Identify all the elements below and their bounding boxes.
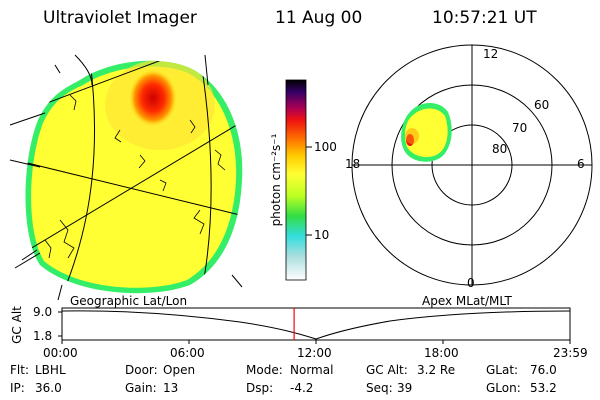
time-label-2359: 23:59 (553, 346, 588, 360)
gc-alt-value: 3.2 Re (417, 363, 456, 377)
polar-aurora (401, 103, 452, 162)
seq-value: 39 (397, 381, 413, 395)
polar-plot (351, 44, 593, 286)
mode-label: Mode: (246, 363, 283, 377)
glon-label: GLon: (486, 381, 521, 395)
mlt-label-0: 0 (467, 276, 475, 290)
altitude-curve (61, 310, 571, 340)
door-label: Door: (125, 363, 158, 377)
lat-label-80: 80 (492, 142, 508, 156)
dsp-value: -4.2 (290, 381, 314, 395)
lat-label-70: 70 (512, 121, 528, 135)
mlt-label-6: 6 (577, 157, 585, 171)
door-value: Open (163, 363, 196, 377)
time-label-0600: 06:00 (170, 346, 205, 360)
glat-value: 76.0 (530, 363, 557, 377)
mlt-label-18: 18 (345, 157, 361, 171)
glat-label: GLat: (486, 363, 519, 377)
time-label-1800: 18:00 (424, 346, 459, 360)
color-bar (285, 79, 312, 281)
colorbar-tick-10: 10 (314, 228, 330, 242)
lat-label-60: 60 (534, 98, 550, 112)
aurora-hotspot (128, 68, 178, 128)
ip-label: IP: (10, 381, 25, 395)
mode-value: Normal (290, 363, 334, 377)
ip-value: 36.0 (35, 381, 62, 395)
time-label-1200: 12:00 (297, 346, 332, 360)
alt-tick-9: 9.0 (33, 305, 53, 319)
apex-caption: Apex MLat/MLT (422, 294, 512, 308)
time-label-0000: 00:00 (43, 346, 78, 360)
instrument-title: Ultraviolet Imager (43, 8, 197, 28)
colorbar-tick-100: 100 (314, 140, 337, 154)
dsp-label: Dsp: (246, 381, 274, 395)
alt-tick-1-8: 1.8 (33, 329, 53, 343)
flt-value: LBHL (35, 363, 66, 377)
mlt-label-12: 12 (483, 47, 499, 61)
seq-label: Seq: (366, 381, 393, 395)
coastlines (44, 94, 226, 259)
glon-value: 53.2 (530, 381, 557, 395)
flt-label: Flt: (10, 363, 29, 377)
colorbar-unit-label: photon cm⁻²s⁻¹ (269, 133, 283, 227)
geo-caption: Geographic Lat/Lon (70, 294, 188, 308)
time-label: 10:57:21 UT (432, 8, 537, 28)
time-ticks (61, 340, 571, 344)
gain-label: Gain: (125, 381, 157, 395)
altitude-strip (58, 307, 571, 344)
date-label: 11 Aug 00 (275, 8, 363, 28)
gc-alt-axis-label: GC Alt (10, 306, 24, 344)
gain-value: 13 (163, 381, 179, 395)
gc-alt-label: GC Alt: (366, 363, 408, 377)
imager-disk (9, 54, 243, 301)
geo-grid-outer (9, 54, 243, 301)
